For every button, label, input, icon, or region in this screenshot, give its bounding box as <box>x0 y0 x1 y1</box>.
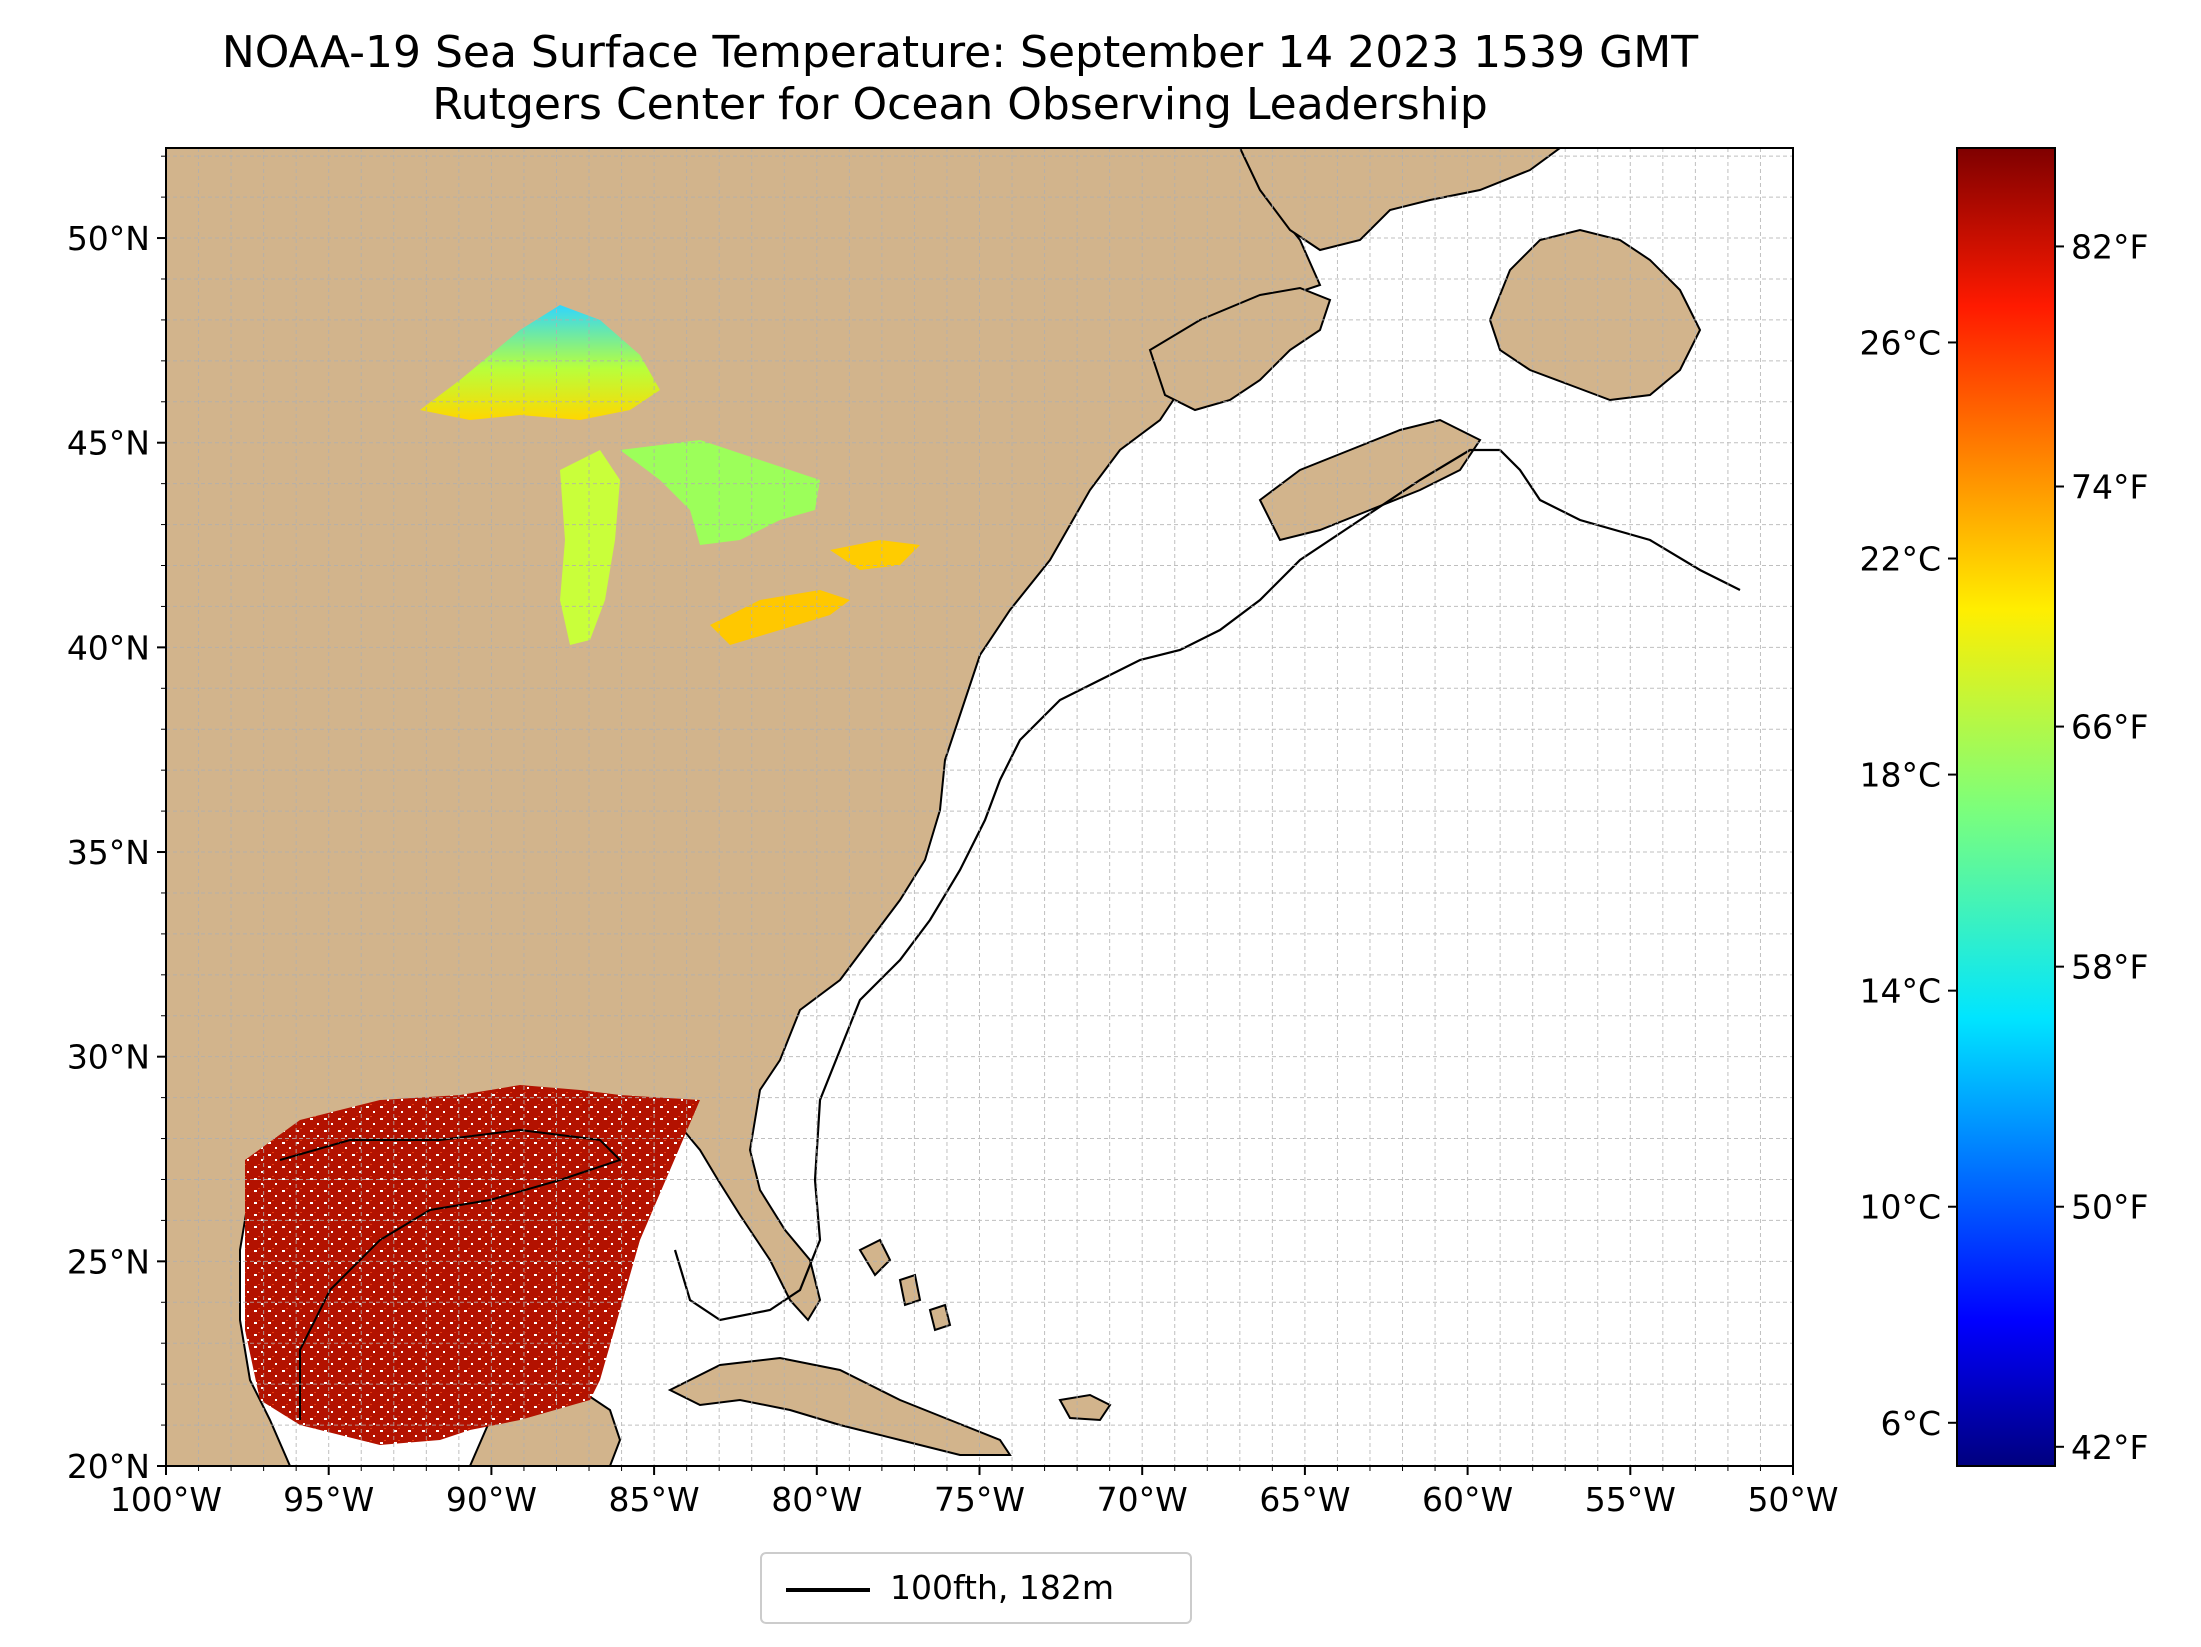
colorbar-f-label: 42°F <box>2071 1428 2148 1467</box>
legend-line-swatch <box>786 1588 870 1592</box>
cuba-landmass <box>667 1356 1012 1456</box>
y-tick-label: 25°N <box>67 1242 150 1281</box>
lake-erie-sst <box>710 590 850 645</box>
isobath-legend: 100fth, 182m <box>760 1552 1192 1624</box>
colorbar-c-label: 10°C <box>1859 1188 1941 1227</box>
colorbar-f-label: 58°F <box>2071 948 2148 987</box>
colorbar-f-label: 74°F <box>2071 468 2148 507</box>
map-area <box>166 148 1793 1466</box>
y-tick-label: 30°N <box>67 1038 150 1077</box>
x-tick-label: 80°W <box>771 1480 862 1519</box>
gulf-sst-swath <box>245 1085 700 1445</box>
y-tick-label: 40°N <box>67 628 150 667</box>
x-tick-label: 85°W <box>609 1480 700 1519</box>
x-tick-label: 60°W <box>1422 1480 1513 1519</box>
isobath-gulf <box>279 1128 622 1420</box>
lake-huron-sst <box>620 440 820 545</box>
x-tick-label: 55°W <box>1585 1480 1676 1519</box>
colorbar-f-label: 50°F <box>2071 1188 2148 1227</box>
x-tick-label: 70°W <box>1097 1480 1188 1519</box>
x-tick-label: 90°W <box>446 1480 537 1519</box>
y-tick-label: 50°N <box>67 219 150 258</box>
x-axis: 100°W 95°W 90°W 85°W 80°W 75°W 70°W 65°W 60°W 55°… <box>110 1466 1839 1519</box>
lake-superior-sst <box>420 305 660 420</box>
newfoundland-landmass <box>1488 228 1702 402</box>
colorbar-c-label: 26°C <box>1859 323 1941 362</box>
x-tick-label: 95°W <box>283 1480 374 1519</box>
bahamas-islands <box>858 1238 952 1332</box>
colorbar-c-label: 14°C <box>1859 972 1941 1011</box>
lake-michigan-sst <box>560 450 620 645</box>
legend-label: 100fth, 182m <box>890 1568 1114 1607</box>
y-tick-label: 35°N <box>67 833 150 872</box>
colorbar-c-label: 6°C <box>1880 1404 1941 1443</box>
hispaniola-landmass <box>1058 1393 1112 1422</box>
colorbar-f-label: 82°F <box>2071 227 2148 266</box>
x-tick-label: 50°W <box>1747 1480 1838 1519</box>
colorbar <box>1956 147 2056 1467</box>
x-tick-label: 65°W <box>1259 1480 1350 1519</box>
great-lakes-sst <box>420 305 920 645</box>
x-tick-label: 100°W <box>110 1480 222 1519</box>
colorbar-celsius-ticks: 6°C 10°C 14°C 18°C 22°C 26°C <box>1859 323 1957 1443</box>
colorbar-c-label: 18°C <box>1859 756 1941 795</box>
colorbar-f-label: 66°F <box>2071 708 2148 747</box>
x-tick-label: 75°W <box>934 1480 1025 1519</box>
colorbar-fahrenheit-ticks: 42°F 50°F 58°F 66°F 74°F 82°F <box>2055 227 2148 1467</box>
labrador-landmass <box>1238 148 1562 252</box>
y-axis: 20°N 25°N 30°N 35°N 40°N 45°N 50°N <box>67 155 166 1486</box>
map-subtitle: Rutgers Center for Ocean Observing Leade… <box>432 79 1488 130</box>
y-tick-label: 45°N <box>67 424 150 463</box>
y-tick-label: 20°N <box>67 1447 150 1486</box>
lake-ontario-sst <box>830 540 920 570</box>
map-title: NOAA-19 Sea Surface Temperature: Septemb… <box>221 27 1699 78</box>
colorbar-c-label: 22°C <box>1859 540 1941 579</box>
lat-lon-grid <box>166 148 1793 1466</box>
